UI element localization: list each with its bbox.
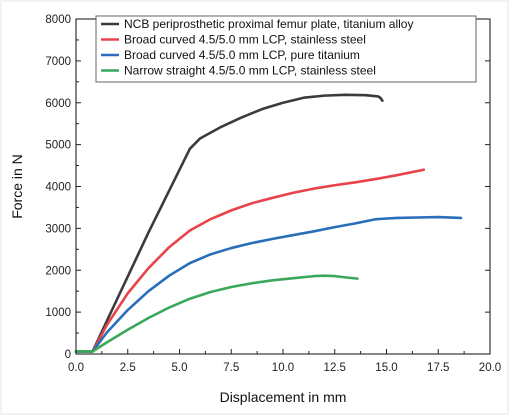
y-tick-label: 0 (65, 349, 71, 361)
legend-label-2: Broad curved 4.5/5.0 mm LCP, stainless s… (124, 33, 366, 47)
series-line-1 (74, 93, 384, 353)
y-tick-label: 2000 (45, 265, 71, 277)
x-tick-label: 17.5 (427, 362, 449, 374)
y-tick-label: 8000 (45, 14, 71, 26)
x-tick-label: 10.0 (272, 362, 294, 374)
y-tick-label: 4000 (45, 182, 71, 194)
legend-label-3: Broad curved 4.5/5.0 mm LCP, pure titani… (124, 48, 360, 62)
series-line-2 (74, 168, 426, 353)
x-tick-label: 20.0 (479, 362, 501, 374)
legend-label-1: NCB periprosthetic proximal femur plate,… (124, 17, 413, 31)
x-tick-label: 0.0 (68, 362, 84, 374)
y-tick-label: 5000 (45, 140, 71, 152)
y-tick-label: 7000 (45, 56, 71, 68)
y-tick-label: 3000 (45, 223, 71, 235)
x-tick-label: 5.0 (172, 362, 188, 374)
x-axis-title: Displacement in mm (220, 389, 347, 405)
series-line-4 (74, 274, 359, 353)
legend-box (95, 15, 477, 83)
y-axis-title: Force in N (9, 154, 25, 219)
x-tick-label: 12.5 (324, 362, 346, 374)
x-tick-label: 7.5 (223, 362, 239, 374)
x-tick-label: 2.5 (120, 362, 136, 374)
y-tick-label: 1000 (45, 307, 71, 319)
series-line-3 (74, 215, 463, 353)
x-tick-label: 15.0 (375, 362, 397, 374)
legend-label-4: Narrow straight 4.5/5.0 mm LCP, stainles… (124, 64, 376, 78)
y-tick-label: 6000 (45, 98, 71, 110)
